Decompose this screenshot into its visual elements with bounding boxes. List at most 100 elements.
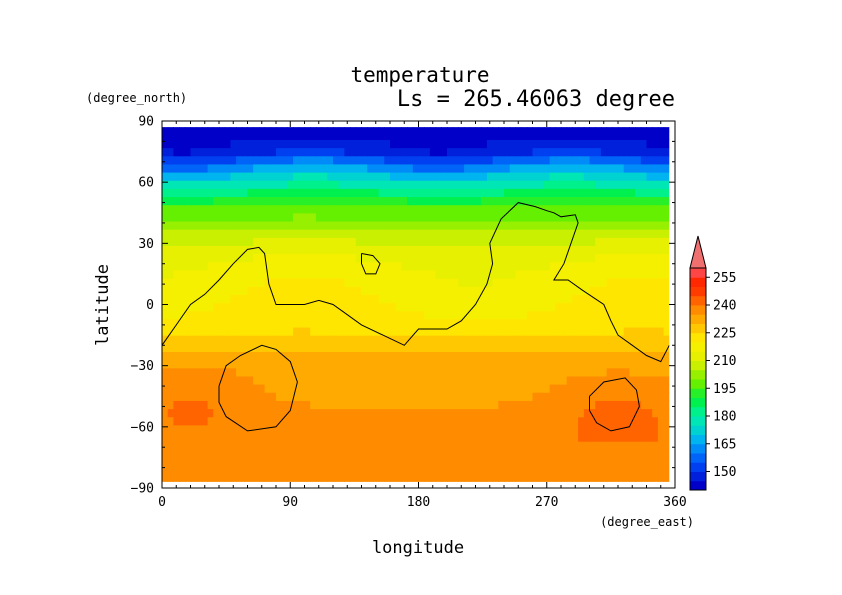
field-cell	[498, 424, 505, 434]
field-cell	[583, 457, 591, 467]
field-cell	[298, 245, 306, 255]
field-cell	[201, 286, 209, 295]
field-cell	[167, 343, 174, 352]
field-cell	[344, 351, 351, 361]
field-cell	[219, 318, 226, 328]
field-cell	[663, 286, 670, 295]
field-cell	[657, 277, 665, 287]
field-cell	[412, 229, 420, 238]
field-cell	[521, 351, 528, 361]
field-cell	[378, 457, 385, 467]
field-cell	[321, 457, 328, 467]
field-cell	[350, 139, 357, 149]
field-cell	[555, 171, 562, 181]
field-cell	[207, 286, 214, 295]
field-cell	[635, 326, 642, 336]
field-cell	[412, 465, 420, 475]
field-cell	[618, 457, 625, 467]
field-cell	[469, 131, 477, 140]
field-cell	[424, 465, 431, 475]
field-cell	[264, 139, 271, 149]
field-cell	[549, 261, 556, 271]
field-cell	[618, 212, 625, 222]
field-cell	[663, 384, 670, 393]
field-cell	[486, 220, 494, 230]
field-cell	[321, 180, 328, 189]
field-cell	[538, 131, 545, 140]
field-cell	[418, 237, 425, 246]
field-cell	[504, 155, 511, 165]
field-cell	[281, 237, 288, 246]
field-cell	[287, 261, 294, 271]
field-cell	[196, 343, 203, 352]
field-cell	[424, 310, 431, 320]
field-cell	[498, 212, 505, 222]
field-cell	[583, 163, 591, 173]
field-cell	[184, 196, 192, 206]
field-cell	[219, 220, 226, 230]
field-cell	[338, 163, 345, 173]
field-cell	[310, 147, 317, 157]
field-cell	[469, 147, 477, 157]
field-cell	[241, 286, 249, 295]
field-cell	[384, 220, 391, 230]
field-cell	[162, 237, 169, 246]
field-cell	[549, 286, 556, 295]
field-cell	[481, 310, 488, 320]
field-cell	[350, 302, 357, 312]
field-cell	[486, 400, 494, 410]
field-cell	[441, 294, 448, 304]
field-cell	[606, 229, 613, 238]
field-cell	[173, 449, 180, 459]
field-cell	[469, 375, 477, 385]
colorbar-label: 240	[713, 299, 736, 314]
field-cell	[475, 441, 482, 450]
field-cell	[258, 204, 266, 214]
field-cell	[600, 261, 608, 271]
field-cell	[327, 400, 334, 410]
field-cell	[429, 359, 437, 369]
field-cell	[333, 457, 340, 467]
field-cell	[635, 139, 642, 149]
field-cell	[321, 163, 328, 173]
field-cell	[555, 302, 562, 312]
field-cell	[646, 188, 653, 198]
field-cell	[657, 473, 665, 482]
field-cell	[412, 408, 420, 418]
field-cell	[555, 220, 562, 230]
field-cell	[361, 351, 368, 361]
field-cell	[355, 155, 363, 165]
field-cell	[350, 277, 357, 287]
field-cell	[498, 127, 505, 132]
field-cell	[595, 180, 602, 189]
field-cell	[298, 294, 306, 304]
field-cell	[390, 196, 397, 206]
field-cell	[355, 416, 363, 426]
field-cell	[276, 212, 283, 222]
field-cell	[464, 163, 471, 173]
field-cell	[201, 465, 209, 475]
field-cell	[219, 432, 226, 442]
field-cell	[469, 253, 477, 263]
field-cell	[361, 375, 368, 385]
field-cell	[407, 171, 414, 181]
field-cell	[384, 318, 391, 328]
field-cell	[429, 367, 437, 377]
field-cell	[384, 171, 391, 181]
field-cell	[595, 212, 602, 222]
field-cell	[635, 261, 642, 271]
field-cell	[555, 424, 562, 434]
field-cell	[640, 375, 648, 385]
field-cell	[196, 416, 203, 426]
field-cell	[253, 302, 260, 312]
field-cell	[287, 457, 294, 467]
field-cell	[276, 269, 283, 279]
field-cell	[481, 237, 488, 246]
field-cell	[623, 384, 630, 393]
field-cell	[447, 220, 454, 230]
field-cell	[481, 253, 488, 263]
field-cell	[424, 424, 431, 434]
field-cell	[338, 310, 345, 320]
field-cell	[315, 180, 323, 189]
field-cell	[475, 188, 482, 198]
